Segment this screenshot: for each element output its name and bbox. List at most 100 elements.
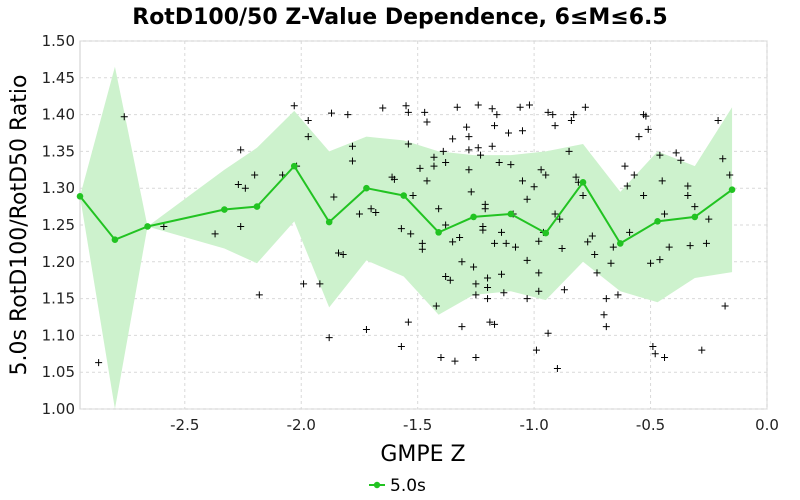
y-tick-label: 1.35 xyxy=(42,142,75,160)
series-point xyxy=(542,229,550,237)
scatter-point xyxy=(560,286,568,294)
scatter-point xyxy=(355,210,363,218)
scatter-point xyxy=(474,101,482,109)
scatter-point xyxy=(304,133,312,141)
scatter-point xyxy=(439,147,447,155)
scatter-point xyxy=(651,350,659,358)
scatter-point xyxy=(397,225,405,233)
y-tick-label: 1.05 xyxy=(42,363,75,381)
scatter-point xyxy=(544,329,552,337)
scatter-point xyxy=(518,177,526,185)
scatter-point xyxy=(211,230,219,238)
scatter-point xyxy=(570,111,578,119)
scatter-point xyxy=(463,123,471,131)
scatter-point xyxy=(658,177,666,185)
scatter-point xyxy=(523,256,531,264)
scatter-point xyxy=(472,291,480,299)
scatter-point xyxy=(567,116,575,124)
scatter-point xyxy=(484,274,492,282)
scatter-point xyxy=(453,103,461,111)
series-point xyxy=(470,213,477,221)
scatter-point xyxy=(565,147,573,155)
scatter-point xyxy=(397,342,405,350)
scatter-point xyxy=(430,153,438,161)
scatter-point xyxy=(423,177,431,185)
scatter-point xyxy=(404,318,412,326)
series-point xyxy=(616,240,624,247)
scatter-point xyxy=(640,111,648,119)
scatter-point xyxy=(609,243,617,251)
scatter-point xyxy=(449,135,457,143)
scatter-point xyxy=(325,334,333,342)
y-tick-label: 1.50 xyxy=(42,32,75,50)
scatter-point xyxy=(458,258,466,266)
scatter-point xyxy=(237,222,245,230)
scatter-point xyxy=(672,149,680,157)
legend-label: 5.0s xyxy=(390,476,426,496)
scatter-point xyxy=(719,155,727,163)
scatter-point xyxy=(623,182,631,190)
series-line xyxy=(76,162,736,247)
scatter-point xyxy=(661,353,669,361)
scatter-point xyxy=(535,269,543,277)
scatter-point xyxy=(535,237,543,245)
scatter-points xyxy=(95,101,734,373)
scatter-point xyxy=(518,127,526,135)
scatter-point xyxy=(621,162,629,170)
scatter-point xyxy=(493,111,501,119)
scatter-point xyxy=(516,103,524,111)
scatter-point xyxy=(465,166,473,174)
scatter-point xyxy=(484,295,492,303)
scatter-point xyxy=(498,270,506,278)
x-tick-label: 0.0 xyxy=(755,416,779,434)
legend: 5.0s xyxy=(369,476,426,496)
scatter-point xyxy=(511,243,519,251)
scatter-point xyxy=(656,256,664,264)
scatter-point xyxy=(551,122,559,130)
y-tick-label: 1.25 xyxy=(42,216,75,234)
scatter-point xyxy=(498,228,506,236)
scatter-point xyxy=(348,142,356,150)
scatter-point xyxy=(677,156,685,164)
scatter-point xyxy=(470,263,478,271)
scatter-point xyxy=(316,280,324,288)
scatter-point xyxy=(334,249,342,257)
series-point xyxy=(111,236,119,244)
scatter-point xyxy=(234,181,242,189)
scatter-point xyxy=(714,116,722,124)
scatter-point xyxy=(584,238,592,246)
scatter-point xyxy=(558,245,566,253)
y-tick-label: 1.45 xyxy=(42,69,75,87)
scatter-point xyxy=(705,215,713,223)
scatter-point xyxy=(523,195,531,203)
scatter-point xyxy=(491,122,499,130)
scatter-point xyxy=(442,158,450,166)
scatter-point xyxy=(635,133,643,141)
scatter-point xyxy=(432,302,440,310)
scatter-point xyxy=(579,192,587,200)
x-axis-ticks: -2.5 -2.0 -1.5 -1.0 -0.5 0.0 xyxy=(170,416,779,434)
scatter-point xyxy=(449,238,457,246)
scatter-point xyxy=(581,103,589,111)
series-point xyxy=(507,210,515,218)
scatter-point xyxy=(544,108,552,116)
scatter-point xyxy=(95,359,103,367)
scatter-point xyxy=(542,171,550,179)
scatter-point xyxy=(602,323,610,331)
scatter-point xyxy=(421,108,429,116)
series-point xyxy=(400,192,408,199)
x-tick-label: -1.0 xyxy=(519,416,548,434)
scatter-point xyxy=(484,284,492,292)
scatter-point xyxy=(644,125,652,133)
scatter-point xyxy=(255,291,263,299)
scatter-point xyxy=(442,273,450,281)
chart-title: RotD100/50 Z-Value Dependence, 6≤M≤6.5 xyxy=(132,5,667,30)
scatter-point xyxy=(647,259,655,267)
scatter-point xyxy=(479,226,487,234)
series-point xyxy=(253,203,261,210)
scatter-point xyxy=(477,151,485,159)
scatter-point xyxy=(344,111,352,119)
scatter-point xyxy=(591,250,599,258)
scatter-point xyxy=(614,291,622,299)
scatter-point xyxy=(472,353,480,361)
